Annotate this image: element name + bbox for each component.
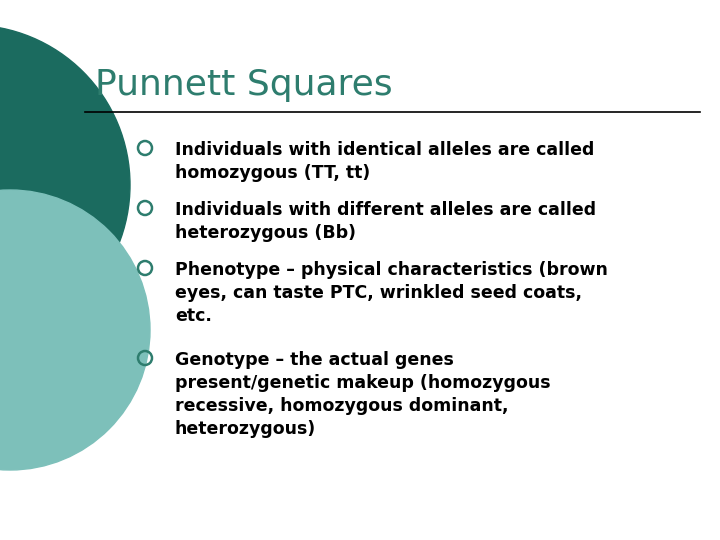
Text: Individuals with identical alleles are called
homozygous (TT, tt): Individuals with identical alleles are c…	[175, 141, 595, 182]
Text: Punnett Squares: Punnett Squares	[95, 68, 392, 102]
Circle shape	[0, 190, 150, 470]
Text: Individuals with different alleles are called
heterozygous (Bb): Individuals with different alleles are c…	[175, 201, 596, 242]
Text: Genotype – the actual genes
present/genetic makeup (homozygous
recessive, homozy: Genotype – the actual genes present/gene…	[175, 351, 551, 438]
Text: Phenotype – physical characteristics (brown
eyes, can taste PTC, wrinkled seed c: Phenotype – physical characteristics (br…	[175, 261, 608, 325]
Circle shape	[0, 25, 130, 345]
